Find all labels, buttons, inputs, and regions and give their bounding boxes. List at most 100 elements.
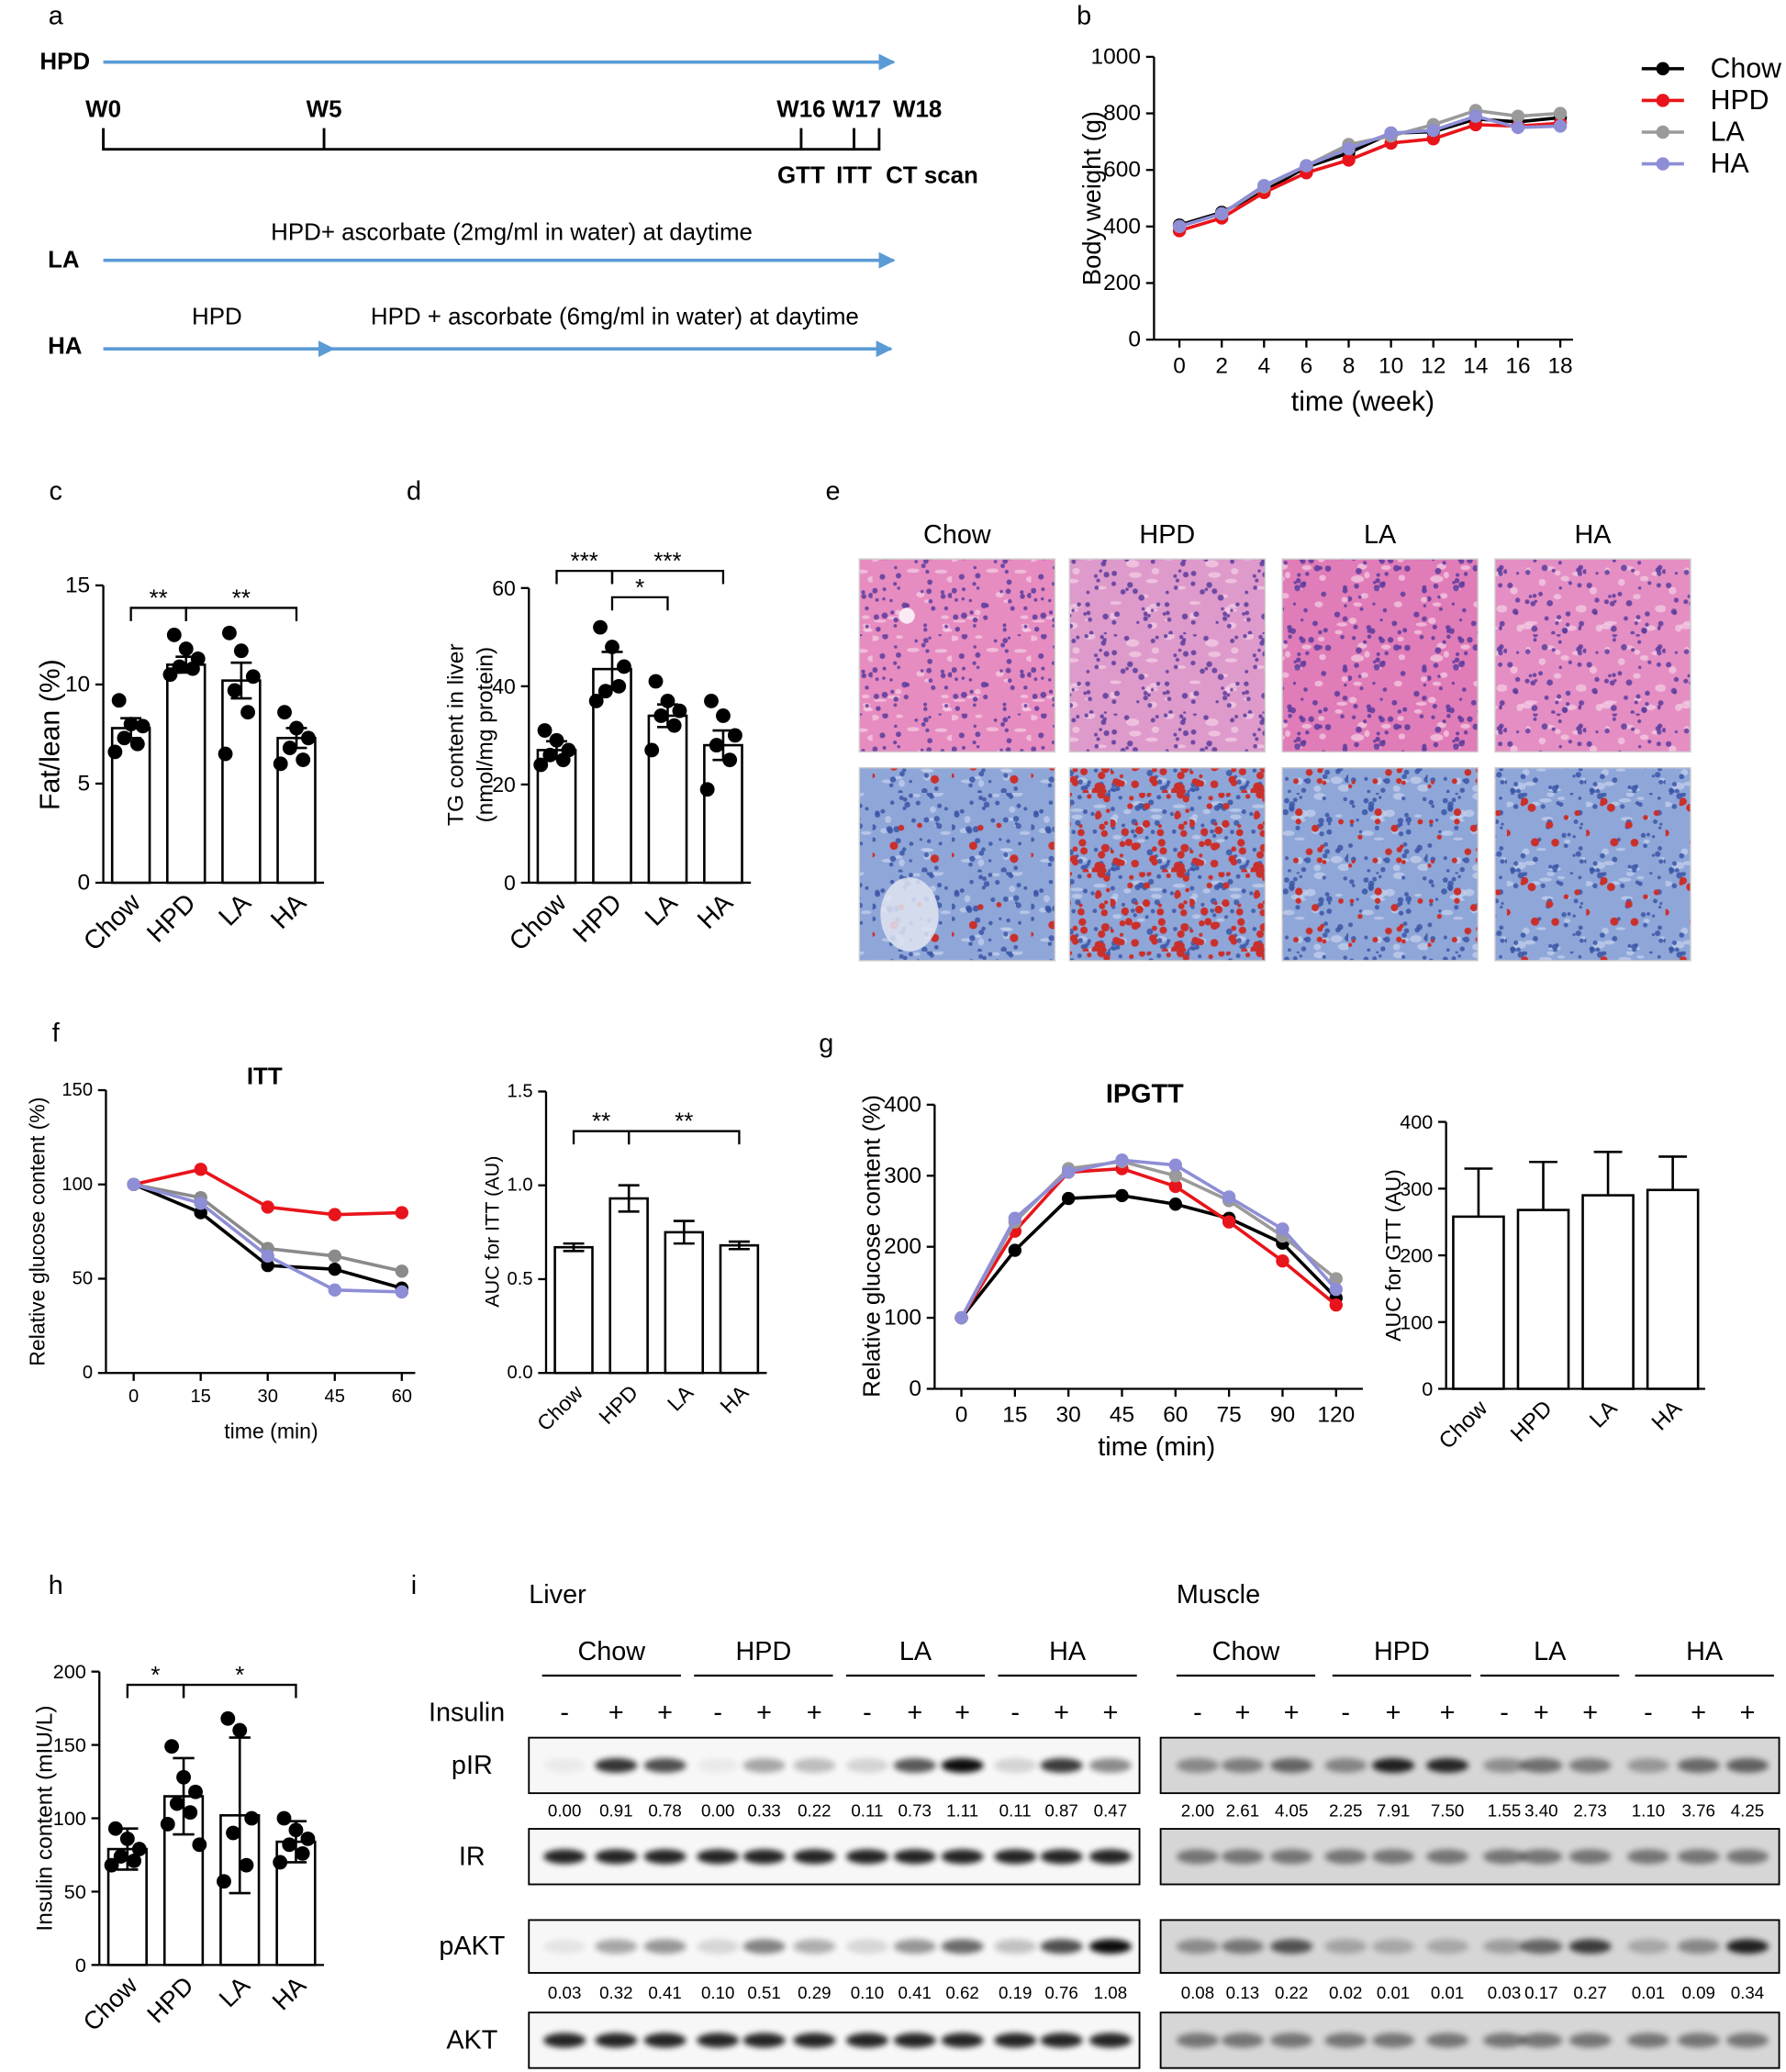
data-point	[244, 1810, 260, 1826]
data-point	[727, 728, 742, 743]
data-point	[704, 694, 719, 708]
quantification: 2.00	[1181, 1800, 1214, 1820]
series-marker	[328, 1249, 341, 1264]
data-point	[533, 757, 549, 773]
series-marker	[194, 1206, 207, 1220]
blot-band	[1221, 1939, 1264, 1955]
series-line	[959, 1166, 1337, 1320]
quantification: 7.91	[1377, 1800, 1410, 1820]
y-tick-label: 0.5	[508, 1269, 533, 1289]
data-point	[217, 1874, 231, 1889]
quantification: 0.01	[1431, 1983, 1464, 2002]
significance-label: ***	[653, 549, 681, 574]
x-tick-label: 18	[1547, 353, 1572, 378]
blot-band	[1372, 1757, 1415, 1773]
x-tick-label: 4	[1257, 353, 1270, 378]
blot-band	[543, 1849, 586, 1865]
y-tick-label: 300	[1400, 1177, 1433, 1200]
series-marker	[1329, 1282, 1343, 1297]
series-marker	[261, 1258, 274, 1273]
blot-band	[697, 1939, 740, 1955]
quantification: 0.41	[648, 1983, 681, 2002]
y-tick-label: 150	[53, 1733, 86, 1756]
data-point	[593, 619, 608, 635]
insulin-sign: -	[1193, 1698, 1202, 1727]
panel-label: h	[49, 1571, 63, 1600]
series-marker	[1329, 1298, 1343, 1312]
data-point	[644, 742, 660, 758]
data-point	[183, 1805, 198, 1821]
blot-band	[1088, 1849, 1132, 1865]
data-point	[131, 1842, 147, 1856]
x-tick-label: 0	[128, 1387, 139, 1407]
y-tick-label: 20	[492, 773, 516, 796]
vessel	[880, 877, 939, 952]
data-point	[160, 1816, 175, 1832]
blot-band	[1040, 2033, 1083, 2048]
blot-band	[595, 2033, 638, 2048]
y-tick-label: 1000	[1091, 44, 1141, 69]
histology-image	[858, 558, 1056, 753]
significance-bracket	[184, 607, 298, 621]
error-bar	[285, 1820, 307, 1864]
x-axis-title: time (min)	[224, 1420, 318, 1443]
blot-band	[1324, 1939, 1367, 1955]
error-bar	[545, 740, 568, 761]
series-marker	[1061, 1165, 1076, 1179]
histology-image	[1281, 558, 1479, 753]
timeline-label: HPD	[39, 50, 90, 75]
legend-label: HPD	[1711, 85, 1769, 116]
data-point	[240, 705, 255, 720]
significance-label: **	[592, 1109, 610, 1135]
blot-band	[1270, 2033, 1313, 2048]
error-bar	[618, 1184, 640, 1213]
x-tick-label: 2	[1215, 353, 1228, 378]
data-point	[666, 718, 682, 733]
blot-band	[543, 1757, 586, 1773]
x-tick-label: 60	[392, 1387, 412, 1407]
bar	[166, 663, 207, 885]
blot-band	[1176, 1939, 1219, 1955]
blot-band	[1088, 1939, 1132, 1955]
chart-title: IPGTT	[1106, 1079, 1184, 1108]
data-point	[300, 1831, 316, 1846]
bar	[608, 1197, 649, 1375]
x-tick-label: 0	[955, 1403, 968, 1428]
bar	[1516, 1209, 1570, 1390]
blot-band	[1568, 2033, 1612, 2048]
blot-band	[1324, 1849, 1367, 1865]
bar	[553, 1245, 594, 1375]
chart-title: ITT	[247, 1064, 283, 1090]
blot-band	[1324, 2033, 1367, 2048]
y-axis-title: Insulin content (mIU/L)	[33, 1705, 58, 1931]
x-tick-label: 15	[1002, 1403, 1027, 1428]
blot-band	[1221, 1849, 1264, 1865]
quantification: 0.22	[798, 1800, 831, 1820]
blot-band	[1372, 1939, 1415, 1955]
significance-bracket	[628, 1130, 741, 1145]
blot-band	[941, 1757, 984, 1773]
quantification: 0.11	[999, 1800, 1032, 1820]
panel-label: f	[52, 1019, 61, 1048]
insulin-sign: -	[863, 1698, 872, 1727]
blot-band	[793, 1849, 836, 1865]
histology-header: LA	[1364, 520, 1397, 550]
week-label: W17	[832, 97, 881, 123]
blot-band	[1088, 2033, 1132, 2048]
blot-band	[1221, 2033, 1264, 2048]
data-point	[113, 1849, 128, 1864]
insulin-sign: -	[1341, 1698, 1350, 1727]
y-tick-label: 100	[884, 1306, 921, 1331]
blot-group-label: LA	[1534, 1637, 1567, 1666]
series-line	[1178, 121, 1561, 233]
data-point	[648, 674, 664, 689]
quantification: 0.34	[1731, 1983, 1764, 2002]
blot-band	[742, 2033, 786, 2048]
y-axis-title: Relative glucose content (%)	[860, 1095, 886, 1398]
blot-band	[994, 1849, 1037, 1865]
series-marker	[328, 1208, 341, 1221]
series-marker	[1061, 1191, 1076, 1206]
data-point	[233, 643, 249, 659]
quantification: 3.76	[1681, 1800, 1714, 1820]
bar	[664, 1231, 705, 1375]
